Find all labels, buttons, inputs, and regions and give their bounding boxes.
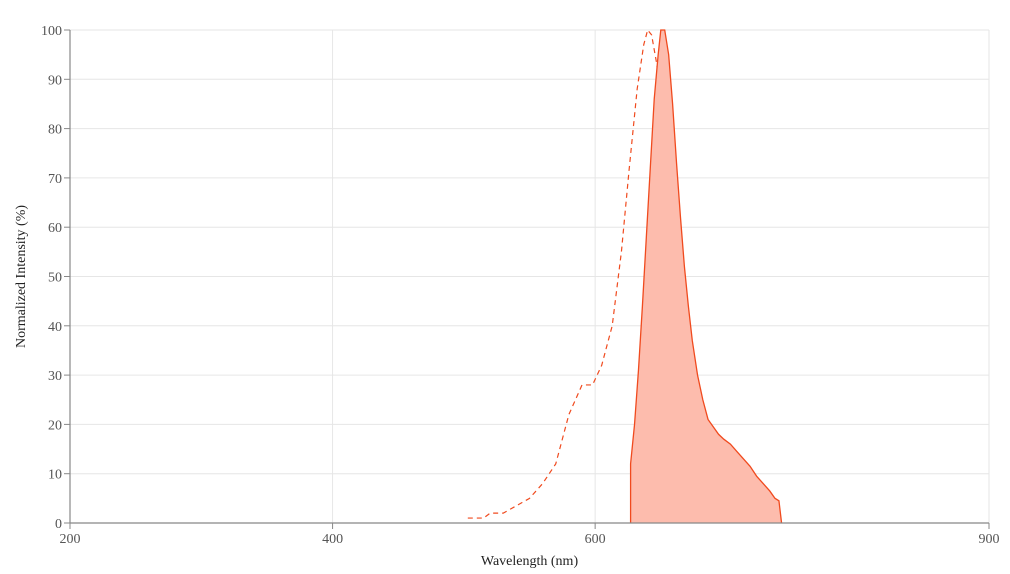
x-axis-title: Wavelength (nm)	[481, 554, 579, 569]
y-tick-label: 30	[48, 369, 62, 384]
y-tick-label: 50	[48, 271, 62, 286]
y-tick-label: 80	[48, 123, 62, 138]
y-tick-label: 10	[48, 468, 62, 483]
y-tick-label: 20	[48, 418, 62, 433]
y-tick-label: 0	[55, 517, 62, 532]
tick-labels: 0 10 20 30 40 50 60 70 80 90 100 200 400 600 900	[41, 24, 1000, 547]
plot-area	[467, 28, 783, 524]
x-tick-label: 200	[60, 532, 81, 547]
emission-line	[629, 29, 783, 524]
axes	[64, 29, 990, 529]
emission-area-fill	[630, 30, 782, 523]
y-tick-label: 40	[48, 320, 62, 335]
y-tick-label: 60	[48, 221, 62, 236]
y-axis-title: Normalized Intensity (%)	[14, 205, 29, 348]
y-tick-label: 90	[48, 73, 62, 88]
grid-lines	[70, 29, 990, 523]
y-tick-label: 100	[41, 24, 62, 39]
x-tick-label: 400	[322, 532, 343, 547]
y-tick-label: 70	[48, 172, 62, 187]
x-tick-label: 900	[979, 532, 1000, 547]
x-tick-label: 600	[585, 532, 606, 547]
